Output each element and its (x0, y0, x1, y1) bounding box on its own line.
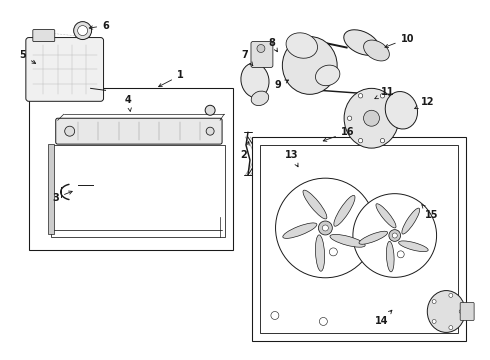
Ellipse shape (334, 195, 355, 226)
Circle shape (449, 293, 453, 297)
Text: 9: 9 (274, 80, 289, 90)
Circle shape (322, 225, 328, 231)
Ellipse shape (241, 63, 269, 98)
Ellipse shape (330, 234, 365, 247)
Bar (51, 145, 225, 237)
Bar (252, 137, 466, 341)
Circle shape (206, 127, 214, 135)
Circle shape (275, 178, 375, 278)
Text: 11: 11 (375, 87, 394, 99)
FancyBboxPatch shape (460, 302, 474, 320)
Text: 4: 4 (125, 95, 132, 111)
Circle shape (358, 94, 363, 98)
Circle shape (391, 116, 395, 121)
Circle shape (74, 22, 92, 40)
Text: 2: 2 (241, 142, 249, 160)
FancyBboxPatch shape (56, 118, 222, 144)
Circle shape (77, 26, 88, 36)
Text: 6: 6 (89, 21, 109, 31)
Text: 12: 12 (415, 97, 434, 109)
Ellipse shape (316, 65, 340, 86)
Ellipse shape (399, 241, 428, 252)
Circle shape (353, 194, 437, 277)
Circle shape (271, 311, 279, 319)
Circle shape (380, 139, 385, 143)
Text: 16: 16 (323, 127, 354, 141)
Circle shape (65, 126, 74, 136)
Text: 10: 10 (385, 33, 414, 48)
Circle shape (364, 110, 379, 126)
Ellipse shape (282, 37, 337, 94)
Circle shape (257, 45, 265, 53)
Ellipse shape (427, 291, 465, 332)
Ellipse shape (385, 91, 417, 129)
Circle shape (449, 325, 453, 330)
Circle shape (318, 221, 332, 235)
Text: 13: 13 (285, 150, 298, 167)
Ellipse shape (387, 241, 394, 272)
Circle shape (347, 116, 352, 121)
Ellipse shape (251, 91, 269, 105)
Circle shape (397, 251, 404, 258)
Ellipse shape (344, 88, 399, 148)
Circle shape (205, 105, 215, 115)
Circle shape (319, 318, 327, 325)
Text: 1: 1 (159, 71, 184, 87)
Circle shape (432, 300, 436, 303)
Circle shape (358, 139, 363, 143)
Bar (29, 88, 233, 250)
Text: 14: 14 (375, 310, 392, 327)
Text: 7: 7 (242, 50, 253, 66)
Text: 3: 3 (52, 191, 72, 203)
Circle shape (459, 310, 463, 314)
Text: 8: 8 (269, 37, 277, 52)
Ellipse shape (286, 33, 318, 58)
Ellipse shape (283, 223, 317, 238)
Ellipse shape (359, 231, 388, 244)
Circle shape (392, 233, 397, 238)
Ellipse shape (344, 30, 379, 55)
Text: 15: 15 (422, 204, 438, 220)
Bar (260, 145, 458, 333)
Circle shape (329, 248, 337, 256)
Ellipse shape (303, 190, 327, 219)
Ellipse shape (376, 204, 396, 228)
Bar (48, 144, 54, 234)
FancyBboxPatch shape (33, 30, 55, 41)
Circle shape (389, 230, 401, 241)
FancyBboxPatch shape (26, 37, 103, 101)
Ellipse shape (316, 235, 324, 271)
Text: 5: 5 (20, 50, 36, 63)
Circle shape (380, 94, 385, 98)
FancyBboxPatch shape (251, 41, 273, 67)
Ellipse shape (402, 208, 419, 234)
Ellipse shape (364, 40, 390, 61)
Circle shape (432, 319, 436, 323)
